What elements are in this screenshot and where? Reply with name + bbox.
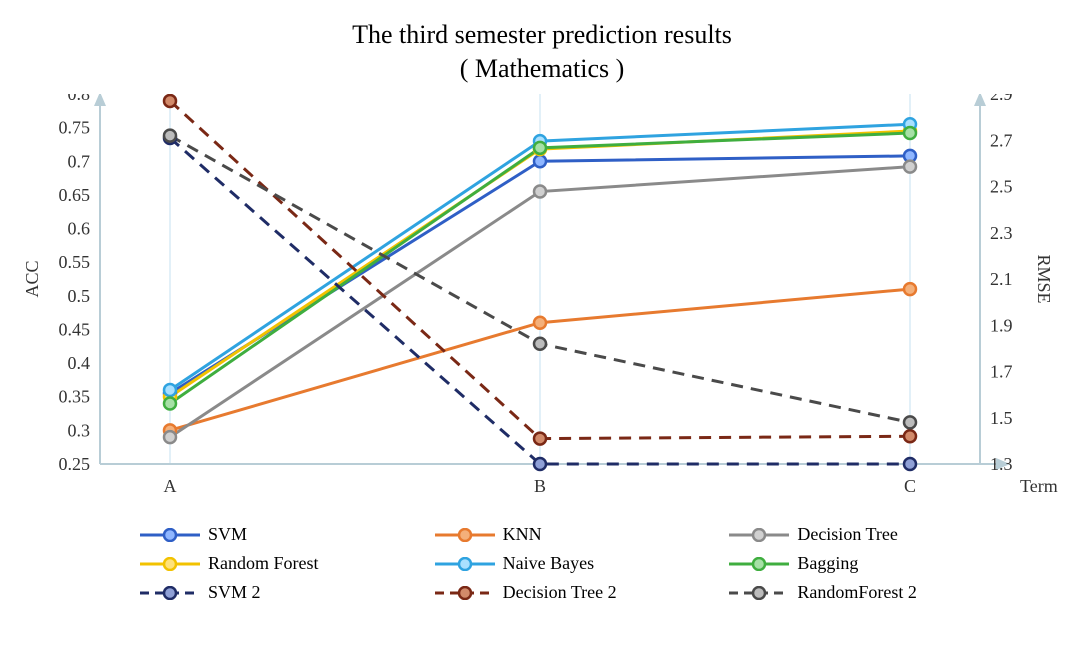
- right-axis-label: RMSE: [1034, 254, 1054, 303]
- legend-item: KNN: [435, 524, 710, 545]
- right-tick-label: 2.5: [990, 177, 1013, 197]
- x-tick-label: A: [164, 476, 177, 496]
- legend-swatch: [435, 557, 495, 571]
- legend-swatch: [140, 528, 200, 542]
- legend-swatch: [729, 586, 789, 600]
- right-tick-label: 1.7: [990, 362, 1013, 382]
- legend-label: Naive Bayes: [503, 553, 594, 574]
- legend-swatch: [140, 557, 200, 571]
- legend-label: Bagging: [797, 553, 858, 574]
- right-tick-label: 2.3: [990, 223, 1013, 243]
- chart-subtitle: ( Mathematics ): [20, 54, 1064, 84]
- series-marker: [534, 338, 546, 350]
- chart-svg: 0.25 0.3 0.35 0.4 0.45 0.5 0.55 0.6 0.65 0.7 0.75 0…: [20, 94, 1060, 514]
- right-tick-label: 2.1: [990, 269, 1013, 289]
- legend-item: SVM 2: [140, 582, 415, 603]
- legend-label: SVM 2: [208, 582, 261, 603]
- legend: SVM KNN Decision Tree Random Forest Naive Ba…: [20, 524, 1064, 603]
- series-marker: [904, 416, 916, 428]
- series-marker: [534, 186, 546, 198]
- series-marker: [534, 317, 546, 329]
- legend-label: Decision Tree 2: [503, 582, 617, 603]
- legend-label: SVM: [208, 524, 247, 545]
- x-axis-label: Term: [1020, 476, 1058, 496]
- series-marker: [164, 130, 176, 142]
- series-marker: [534, 142, 546, 154]
- legend-swatch: [140, 586, 200, 600]
- legend-swatch: [729, 528, 789, 542]
- left-tick-label: 0.6: [68, 219, 91, 239]
- left-tick-label: 0.3: [68, 420, 91, 440]
- series-marker: [164, 95, 176, 107]
- left-tick-label: 0.4: [68, 353, 91, 373]
- legend-item: Naive Bayes: [435, 553, 710, 574]
- legend-swatch: [435, 528, 495, 542]
- legend-item: SVM: [140, 524, 415, 545]
- legend-label: Random Forest: [208, 553, 319, 574]
- right-tick-label: 2.7: [990, 130, 1013, 150]
- series-marker: [534, 155, 546, 167]
- series-marker: [904, 127, 916, 139]
- x-tick-label: C: [904, 476, 916, 496]
- legend-item: Bagging: [729, 553, 1004, 574]
- series-marker: [164, 431, 176, 443]
- left-axis-label: ACC: [22, 260, 42, 297]
- right-tick-label: 1.3: [990, 454, 1013, 474]
- right-tick-label: 1.5: [990, 408, 1013, 428]
- left-tick-label: 0.45: [59, 319, 91, 339]
- x-tick-label: B: [534, 476, 546, 496]
- series-marker: [164, 397, 176, 409]
- legend-item: Random Forest: [140, 553, 415, 574]
- left-tick-label: 0.8: [68, 94, 91, 104]
- chart-container: The third semester prediction results ( …: [20, 20, 1064, 639]
- left-tick-label: 0.75: [59, 118, 91, 138]
- left-tick-label: 0.7: [68, 151, 91, 171]
- series-marker: [164, 384, 176, 396]
- legend-label: KNN: [503, 524, 542, 545]
- left-tick-label: 0.35: [59, 387, 91, 407]
- right-tick-label: 1.9: [990, 315, 1013, 335]
- plot-area: 0.25 0.3 0.35 0.4 0.45 0.5 0.55 0.6 0.65 0.7 0.75 0…: [20, 94, 1064, 514]
- series-marker: [534, 433, 546, 445]
- legend-item: Decision Tree: [729, 524, 1004, 545]
- series-marker: [534, 458, 546, 470]
- series-marker: [904, 430, 916, 442]
- legend-label: RandomForest 2: [797, 582, 917, 603]
- left-tick-label: 0.55: [59, 252, 91, 272]
- series-marker: [904, 283, 916, 295]
- legend-item: RandomForest 2: [729, 582, 1004, 603]
- series-marker: [904, 458, 916, 470]
- series-marker: [904, 161, 916, 173]
- left-tick-label: 0.65: [59, 185, 91, 205]
- right-tick-label: 2.9: [990, 94, 1013, 104]
- chart-title: The third semester prediction results: [20, 20, 1064, 50]
- legend-swatch: [729, 557, 789, 571]
- legend-item: Decision Tree 2: [435, 582, 710, 603]
- legend-swatch: [435, 586, 495, 600]
- left-tick-label: 0.5: [68, 286, 91, 306]
- left-tick-label: 0.25: [59, 454, 91, 474]
- legend-label: Decision Tree: [797, 524, 898, 545]
